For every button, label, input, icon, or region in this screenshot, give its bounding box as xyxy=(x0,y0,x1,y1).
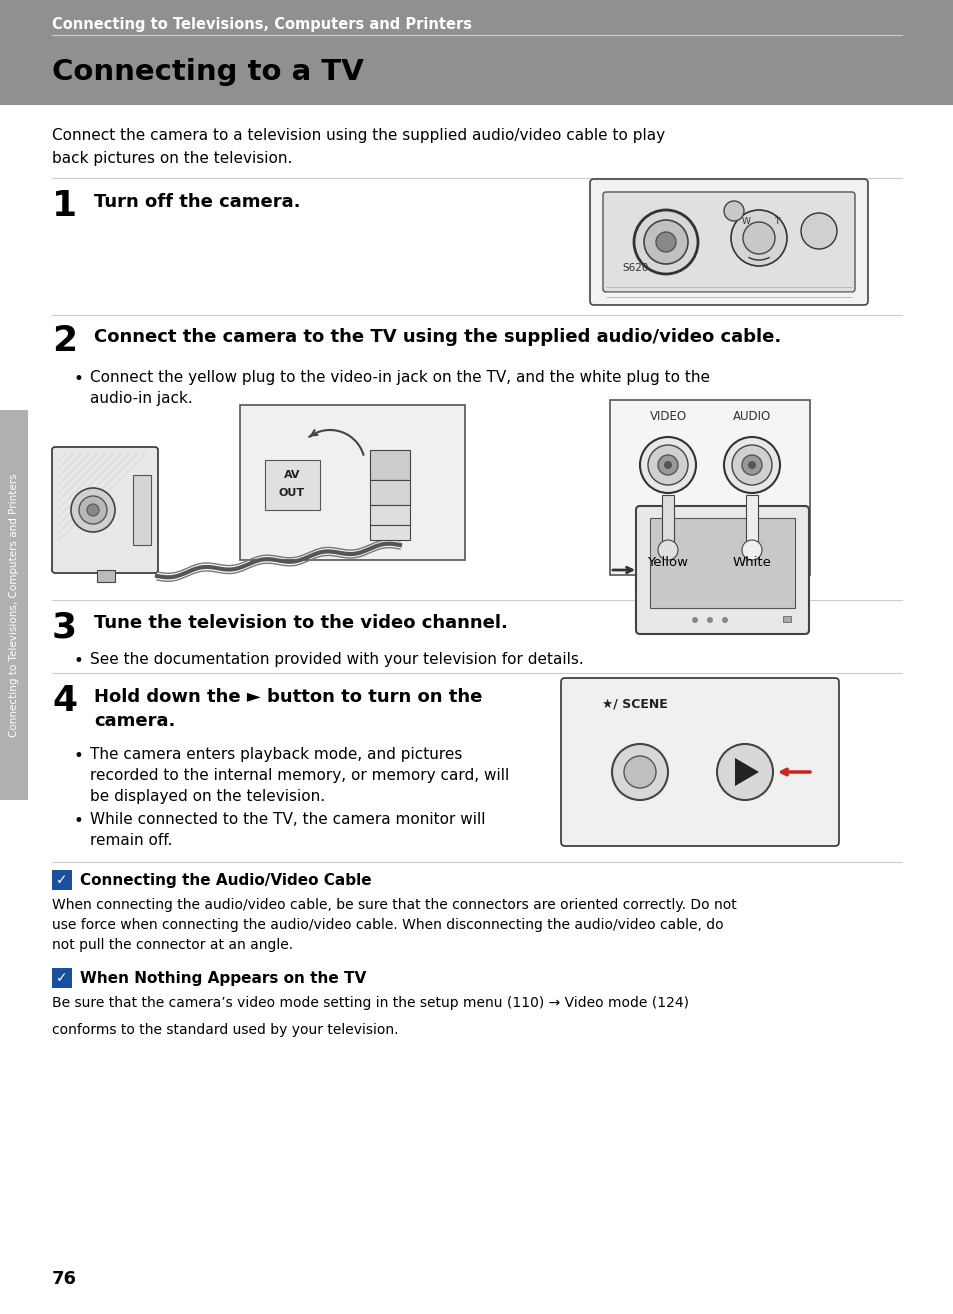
Bar xyxy=(370,449,410,480)
Text: •: • xyxy=(74,812,84,830)
Circle shape xyxy=(639,438,696,493)
Text: AV: AV xyxy=(283,470,300,480)
Bar xyxy=(240,405,464,560)
FancyBboxPatch shape xyxy=(602,192,854,292)
Text: Turn off the camera.: Turn off the camera. xyxy=(94,193,300,212)
Text: ✓: ✓ xyxy=(56,872,68,887)
Circle shape xyxy=(656,233,676,252)
Text: 4: 4 xyxy=(52,685,77,717)
Circle shape xyxy=(634,210,698,275)
Text: Yellow: Yellow xyxy=(647,557,688,569)
Text: 1: 1 xyxy=(52,189,77,223)
Circle shape xyxy=(730,210,786,265)
Circle shape xyxy=(741,540,761,560)
Text: Be sure that the camera’s video mode setting in the setup menu (110) → Video mod: Be sure that the camera’s video mode set… xyxy=(52,996,688,1010)
Circle shape xyxy=(741,455,761,474)
Text: ✓: ✓ xyxy=(56,971,68,986)
Text: VIDEO: VIDEO xyxy=(649,410,686,423)
Text: ★/ SCENE: ★/ SCENE xyxy=(601,698,667,711)
Text: White: White xyxy=(732,557,771,569)
Bar xyxy=(370,480,410,505)
Circle shape xyxy=(742,222,774,254)
Text: While connected to the TV, the camera monitor will
remain off.: While connected to the TV, the camera mo… xyxy=(90,812,485,848)
Circle shape xyxy=(87,505,99,516)
Circle shape xyxy=(723,201,743,221)
Circle shape xyxy=(79,495,107,524)
Text: W: W xyxy=(741,217,750,226)
Bar xyxy=(0,410,28,800)
Circle shape xyxy=(717,744,772,800)
Circle shape xyxy=(721,618,727,623)
Text: Connecting the Audio/Video Cable: Connecting the Audio/Video Cable xyxy=(80,872,372,887)
Bar xyxy=(52,870,71,890)
Text: Connecting to a TV: Connecting to a TV xyxy=(52,58,363,85)
Bar xyxy=(52,968,71,988)
Circle shape xyxy=(723,438,780,493)
Text: Connecting to Televisions, Computers and Printers: Connecting to Televisions, Computers and… xyxy=(9,473,19,737)
Text: •: • xyxy=(74,746,84,765)
Circle shape xyxy=(691,618,698,623)
Text: Connect the camera to a television using the supplied audio/video cable to play
: Connect the camera to a television using… xyxy=(52,127,664,166)
Bar xyxy=(370,505,410,526)
Text: Connect the camera to the TV using the supplied audio/video cable.: Connect the camera to the TV using the s… xyxy=(94,328,781,346)
Text: Tune the television to the video channel.: Tune the television to the video channel… xyxy=(94,614,507,632)
Circle shape xyxy=(658,540,678,560)
Bar xyxy=(649,518,794,608)
Text: T: T xyxy=(773,217,779,226)
Circle shape xyxy=(623,756,656,788)
Bar xyxy=(97,570,115,582)
Text: When connecting the audio/video cable, be sure that the connectors are oriented : When connecting the audio/video cable, b… xyxy=(52,897,736,953)
FancyBboxPatch shape xyxy=(52,447,158,573)
Text: conforms to the standard used by your television.: conforms to the standard used by your te… xyxy=(52,1024,398,1037)
Text: camera.: camera. xyxy=(94,712,175,731)
Circle shape xyxy=(647,445,687,485)
Text: S620: S620 xyxy=(621,263,648,273)
Circle shape xyxy=(643,219,687,264)
Bar xyxy=(782,616,790,622)
Bar xyxy=(0,0,953,105)
Circle shape xyxy=(658,455,678,474)
Bar xyxy=(609,399,809,576)
Text: Connecting to Televisions, Computers and Printers: Connecting to Televisions, Computers and… xyxy=(52,17,472,32)
Text: Connect the yellow plug to the video-in jack on the TV, and the white plug to th: Connect the yellow plug to the video-in … xyxy=(90,371,709,406)
Text: 76: 76 xyxy=(52,1271,77,1288)
Text: The camera enters playback mode, and pictures
recorded to the internal memory, o: The camera enters playback mode, and pic… xyxy=(90,746,509,804)
Text: When Nothing Appears on the TV: When Nothing Appears on the TV xyxy=(80,971,366,986)
Text: AUDIO: AUDIO xyxy=(732,410,770,423)
Text: 3: 3 xyxy=(52,610,77,644)
Circle shape xyxy=(71,487,115,532)
Circle shape xyxy=(663,461,671,469)
Circle shape xyxy=(747,461,755,469)
Bar xyxy=(265,460,319,510)
FancyBboxPatch shape xyxy=(636,506,808,633)
Bar xyxy=(745,495,758,551)
Polygon shape xyxy=(734,758,759,786)
Text: See the documentation provided with your television for details.: See the documentation provided with your… xyxy=(90,652,583,668)
Text: •: • xyxy=(74,371,84,388)
Text: 2: 2 xyxy=(52,325,77,357)
Text: OUT: OUT xyxy=(278,487,305,498)
Bar xyxy=(370,526,410,540)
Text: Hold down the ► button to turn on the: Hold down the ► button to turn on the xyxy=(94,689,482,706)
Circle shape xyxy=(706,618,712,623)
Circle shape xyxy=(801,213,836,248)
Bar xyxy=(132,474,151,545)
Circle shape xyxy=(731,445,771,485)
Bar xyxy=(661,495,673,551)
Circle shape xyxy=(612,744,667,800)
FancyBboxPatch shape xyxy=(589,179,867,305)
FancyBboxPatch shape xyxy=(560,678,838,846)
Text: •: • xyxy=(74,652,84,670)
